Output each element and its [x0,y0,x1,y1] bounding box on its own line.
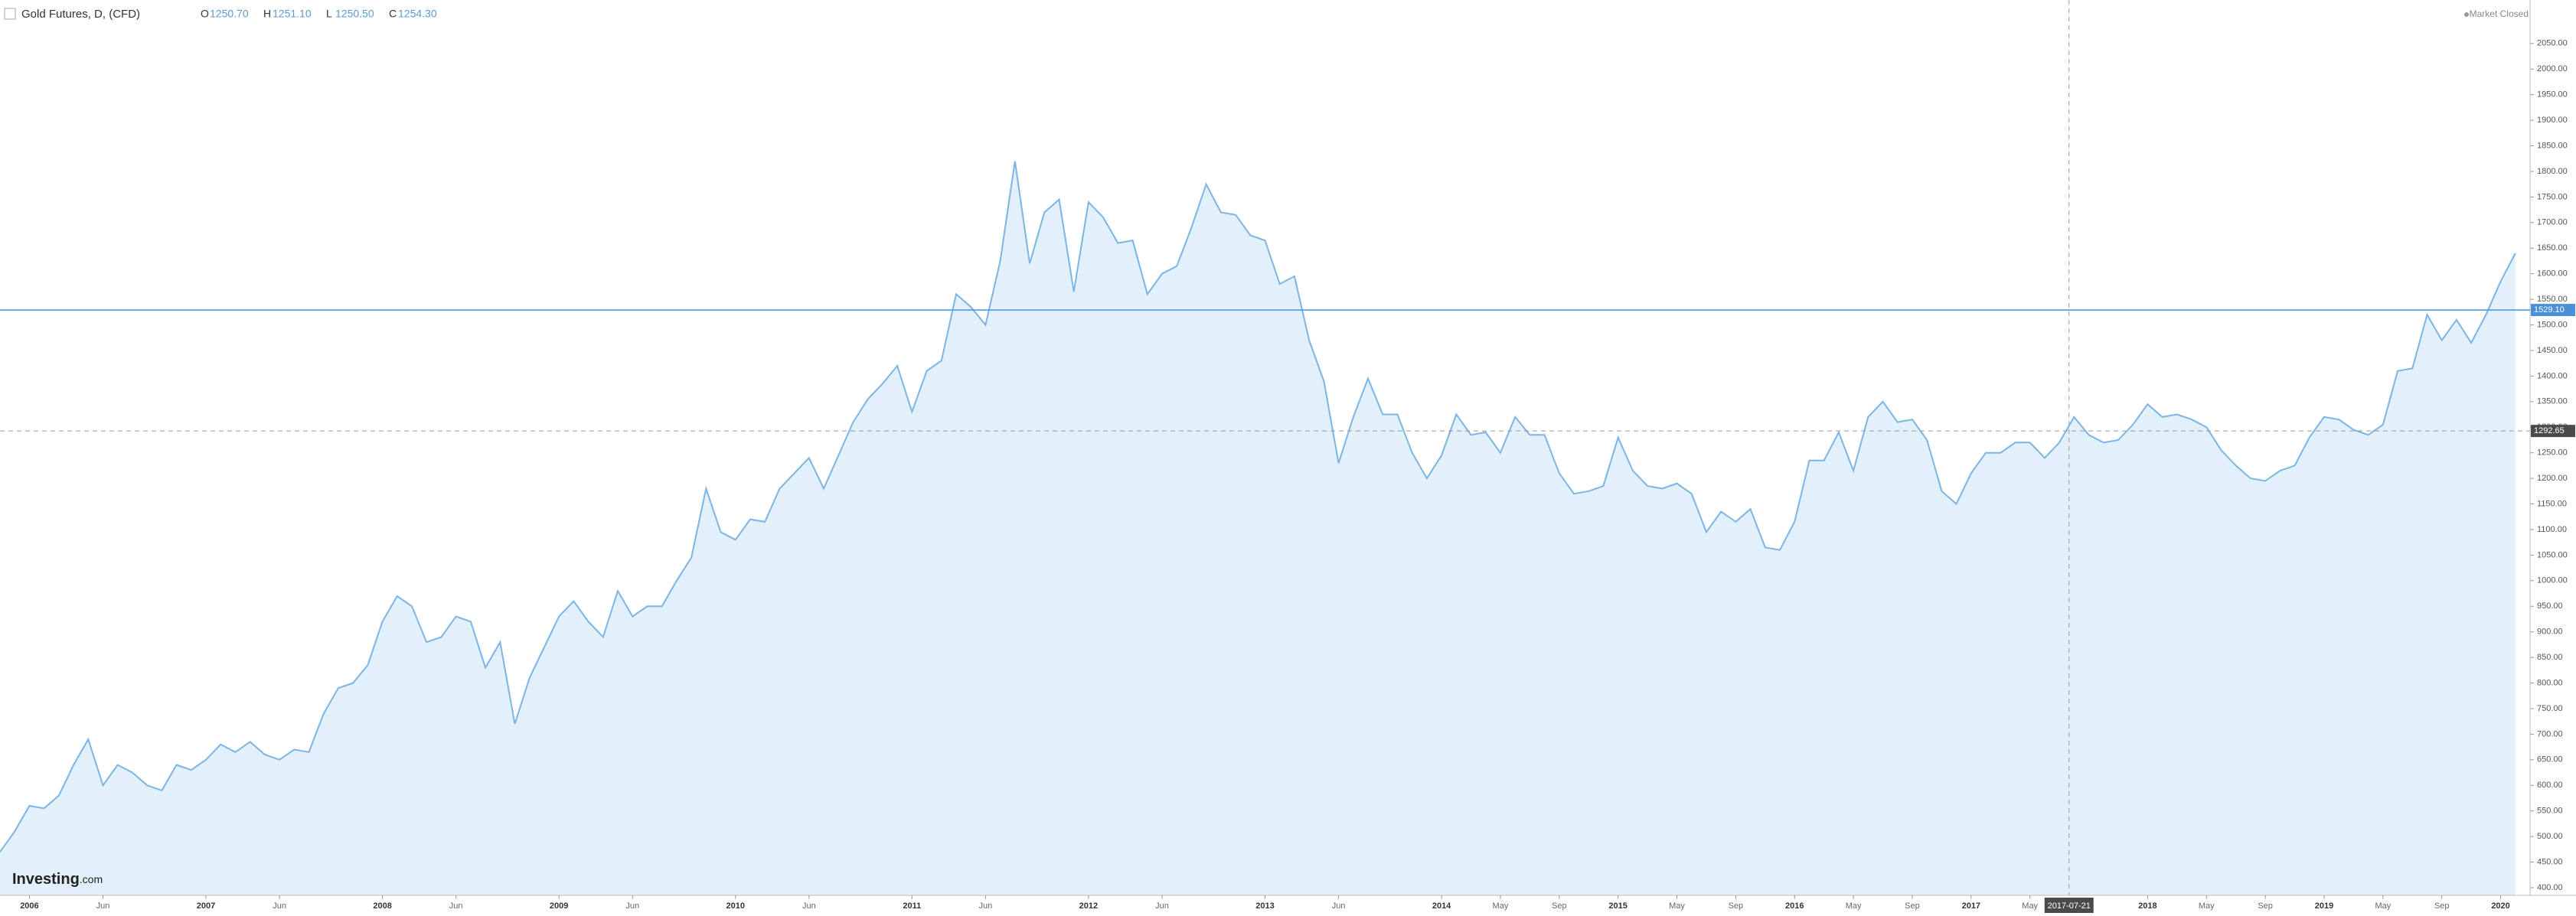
x-tick-label: 2017 [1962,901,1980,911]
y-tick-label: 1550.00 [2537,295,2568,304]
ohlc-value: 1250.50 [335,8,374,20]
y-tick-label: 1200.00 [2537,474,2568,483]
x-tick-label: Jun [979,901,993,911]
x-tick-label: 2019 [2315,901,2333,911]
x-tick-label: 2010 [726,901,745,911]
y-tick-label: 1350.00 [2537,397,2568,406]
ohlc-value: 1250.70 [210,8,249,20]
x-tick-label: 2014 [1432,901,1451,911]
x-tick-label: Sep [1905,901,1920,911]
ohlc-key: L [326,8,332,20]
y-tick-label: 650.00 [2537,755,2563,764]
ohlc-key: H [263,8,271,20]
x-tick-label: 2016 [1785,901,1804,911]
ohlc-key: C [389,8,397,20]
x-tick-label: May [1846,901,1862,911]
x-tick-label: Sep [1729,901,1744,911]
logo: Investing.com [12,871,103,888]
x-tick-label: May [2375,901,2391,911]
y-tick-label: 1050.00 [2537,550,2568,559]
logo-name: Investing [12,871,80,888]
chart-title: Gold Futures, D, (CFD) [21,8,140,21]
y-tick-label: 1850.00 [2537,141,2568,150]
y-tick-label: 1950.00 [2537,90,2568,99]
logo-suffix: .com [80,873,103,885]
x-tick-label: 2012 [1079,901,1098,911]
y-tick-label: 400.00 [2537,883,2563,892]
x-tick-label: Sep [2434,901,2450,911]
x-tick-label: 2018 [2138,901,2156,911]
y-tick-label: 750.00 [2537,704,2563,713]
x-tick-label: Sep [2258,901,2273,911]
crosshair-y-box [2531,425,2575,438]
x-tick-label: Sep [1552,901,1567,911]
x-tick-label: 2013 [1255,901,1274,911]
y-tick-label: 1450.00 [2537,346,2568,355]
y-tick-label: 1000.00 [2537,576,2568,585]
y-tick-label: 1100.00 [2537,525,2567,534]
x-tick-label: Jun [273,901,286,911]
status-dot [2464,12,2469,17]
x-tick-label: 2015 [1608,901,1627,911]
x-tick-label: Jun [1155,901,1169,911]
x-tick-label: 2006 [20,901,38,911]
x-tick-label: Jun [449,901,463,911]
y-tick-label: 1500.00 [2537,320,2568,329]
area-fill [0,161,2516,896]
y-tick-label: 2050.00 [2537,39,2568,48]
market-status: Market Closed [2470,8,2529,19]
y-tick-label: 600.00 [2537,781,2563,790]
y-tick-label: 1250.00 [2537,448,2568,458]
x-tick-label: 2007 [197,901,215,911]
y-tick-label: 550.00 [2537,807,2563,816]
x-tick-label: Jun [802,901,816,911]
x-tick-label: Jun [1332,901,1346,911]
y-tick-label: 1150.00 [2537,499,2567,508]
ohlc-value: 1254.30 [398,8,437,20]
y-tick-label: 850.00 [2537,653,2563,662]
y-tick-label: 1900.00 [2537,116,2568,125]
x-tick-label: May [1669,901,1685,911]
y-tick-label: 1800.00 [2537,167,2568,176]
x-tick-label: 2020 [2491,901,2509,911]
x-tick-label: Jun [96,901,110,911]
y-tick-label: 450.00 [2537,857,2563,866]
y-tick-label: 1700.00 [2537,218,2568,227]
x-tick-label: May [1493,901,1509,911]
x-tick-label: May [2022,901,2038,911]
ohlc-key: O [201,8,209,20]
x-tick-label: 2011 [903,901,921,911]
x-tick-label: Jun [625,901,639,911]
x-tick-label: May [2199,901,2215,911]
y-tick-label: 900.00 [2537,628,2563,637]
collapse-icon[interactable] [4,8,16,20]
y-tick-label: 950.00 [2537,601,2563,611]
y-tick-label: 1750.00 [2537,192,2568,201]
price-line [0,161,2516,852]
ohlc-value: 1251.10 [273,8,312,20]
last-price-box [2531,304,2575,317]
y-tick-label: 700.00 [2537,729,2563,738]
x-tick-label: 2008 [373,901,391,911]
y-tick-label: 2000.00 [2537,64,2568,73]
y-tick-label: 1650.00 [2537,243,2568,253]
last-price-label: 1529.10 [2534,305,2565,315]
crosshair-x-label: 2017-07-21 [2048,901,2091,911]
crosshair-y-label: 1292.65 [2534,426,2565,435]
y-tick-label: 800.00 [2537,678,2563,687]
y-tick-label: 1600.00 [2537,269,2568,279]
x-tick-label: 2009 [550,901,568,911]
y-tick-label: 1400.00 [2537,371,2568,380]
crosshair-x-box [2044,898,2094,913]
y-tick-label: 500.00 [2537,832,2563,841]
